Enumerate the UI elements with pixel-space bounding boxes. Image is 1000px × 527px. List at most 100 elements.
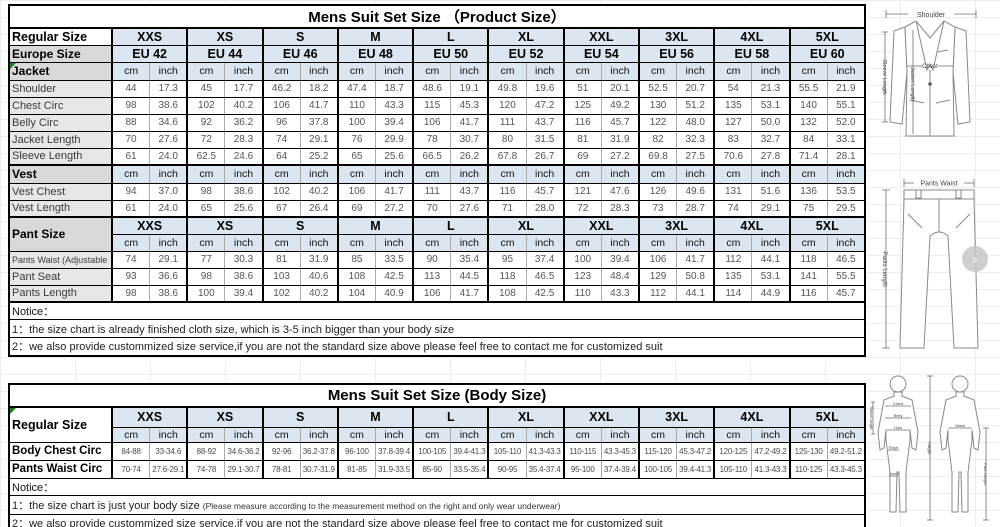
regular-size-label: Regular Size: [9, 406, 112, 443]
table-row: 1：the size chart is just your body size …: [9, 494, 865, 515]
cell-cm: 100: [186, 284, 225, 303]
table-row: 2：we also provide custommized size servi…: [9, 513, 865, 527]
product-size-table: Mens Suit Set Size （Product Size） Regular…: [8, 4, 866, 357]
eu-size-header: EU 48: [336, 44, 414, 63]
jacket-shoulder-label: Shoulder: [917, 12, 946, 19]
cell-inch: 33.5: [374, 250, 414, 269]
jacket-button: [928, 82, 932, 86]
cell-cm: 121: [562, 182, 602, 201]
cell-cm: 70: [412, 199, 451, 218]
row-label: Pants Waist Circ: [9, 459, 112, 479]
unit-inch-header: inch: [450, 426, 489, 443]
cell-inch: 18.2: [299, 79, 338, 98]
cell-cm: 76: [336, 130, 376, 149]
cell-inch: 45.3: [450, 96, 489, 115]
cell-inch: 27.6: [149, 130, 188, 149]
unit-inch-header: inch: [149, 233, 188, 252]
cell-inch: 40.9: [374, 284, 414, 303]
pants-diagram: Pants Waist Pants Length: [866, 172, 996, 360]
cell-cm: 73: [637, 199, 677, 218]
cell-cm: 69: [336, 199, 376, 218]
cell-inch: 41.7: [450, 113, 489, 132]
cell-cm: 64: [261, 147, 301, 166]
eu-size-header: EU 46: [261, 44, 338, 63]
cell-cm: 105-110: [713, 459, 752, 479]
size-header: M: [336, 216, 414, 235]
cell-inch: 37.4: [525, 250, 564, 269]
cell-inch: 55.5: [826, 267, 865, 286]
cell-inch: 29.1: [299, 130, 338, 149]
unit-cm-header: cm: [788, 164, 828, 184]
row-label: Belly Circ: [9, 113, 112, 132]
cell-inch: 40.6: [299, 267, 338, 286]
unit-cm-header: cm: [186, 164, 225, 184]
cell-cm: 47.4: [336, 79, 376, 98]
table-row: cm inch cm inch cm inch cm inch cm inch cm inch cm in…: [9, 426, 865, 443]
cell-cm: 85-90: [412, 459, 451, 479]
cell-inch: 37.4-39.4: [600, 459, 639, 479]
body-size-table: Mens Suit Set Size (Body Size) Regular Si…: [8, 383, 866, 527]
front-figure-body: [877, 391, 919, 513]
cell-cm: 74: [111, 250, 150, 269]
size-header: M: [336, 406, 414, 428]
body-sleeve-length-label: Sleeve Length: [869, 407, 873, 430]
cell-cm: 130: [637, 96, 677, 115]
size-header: XL: [487, 216, 564, 235]
cell-cm: 135: [713, 267, 752, 286]
cell-cm: 65: [336, 147, 376, 166]
cell-inch: 26.4: [299, 199, 338, 218]
cell-cm: 106: [412, 284, 451, 303]
cell-inch: 49.2: [600, 96, 639, 115]
unit-cm-header: cm: [637, 164, 677, 184]
cell-inch: 36.6: [149, 267, 188, 286]
cell-inch: 44.1: [751, 250, 790, 269]
unit-inch-header: inch: [751, 61, 790, 81]
cell-cm: 106: [637, 250, 677, 269]
cell-cm: 135: [713, 96, 752, 115]
cell-inch: 43.7: [525, 113, 564, 132]
cell-cm: 70: [111, 130, 150, 149]
cell-cm: 69: [562, 147, 602, 166]
unit-cm-header: cm: [487, 61, 527, 81]
cell-inch: 48.4: [600, 267, 639, 286]
cell-inch: 31.9: [299, 250, 338, 269]
cell-inch: 42.5: [374, 267, 414, 286]
cell-cm: 92: [186, 113, 225, 132]
table-row: Pants Length 98 38.6 100 39.4 102 40.2 104 40.9 1…: [9, 284, 865, 303]
cell-inch: 34.6: [149, 113, 188, 132]
cell-cm: 122: [637, 113, 677, 132]
cell-inch: 53.1: [751, 267, 790, 286]
unit-inch-header: inch: [374, 426, 414, 443]
unit-cm-header: cm: [637, 426, 677, 443]
unit-inch-header: inch: [224, 61, 263, 81]
cell-cm: 98: [186, 182, 225, 201]
cell-cm: 95: [487, 250, 527, 269]
cell-cm: 108: [487, 284, 527, 303]
cell-inch: 24.0: [149, 199, 188, 218]
cell-cm: 96: [261, 113, 301, 132]
cell-inch: 27.2: [374, 199, 414, 218]
cell-inch: 43.7: [450, 182, 489, 201]
body-belly-label: Belly: [894, 413, 903, 418]
cell-cm: 111: [412, 182, 451, 201]
cell-cm: 112: [713, 250, 752, 269]
cell-inch: 45.7: [826, 284, 865, 303]
cell-inch: 37.8: [299, 113, 338, 132]
eu-size-header: EU 56: [637, 44, 715, 63]
cell-inch: 50.8: [676, 267, 715, 286]
cell-cm: 140: [788, 96, 828, 115]
cell-cm: 110: [336, 96, 376, 115]
table-row: Body Chest Circ 84-88 33-34.6 88-92 34.6-36.…: [9, 441, 865, 461]
size-header: XXL: [562, 406, 639, 428]
unit-cm-header: cm: [336, 164, 376, 184]
unit-inch-header: inch: [525, 233, 564, 252]
cell-cm: 61: [111, 199, 150, 218]
cell-cm: 66.5: [412, 147, 451, 166]
cell-cm: 93: [111, 267, 150, 286]
unit-cm-header: cm: [788, 61, 828, 81]
unit-inch-header: inch: [826, 233, 865, 252]
cell-inch: 31.9: [600, 130, 639, 149]
unit-inch-header: inch: [450, 233, 489, 252]
cell-cm: 114: [713, 284, 752, 303]
cell-inch: 50.0: [751, 113, 790, 132]
